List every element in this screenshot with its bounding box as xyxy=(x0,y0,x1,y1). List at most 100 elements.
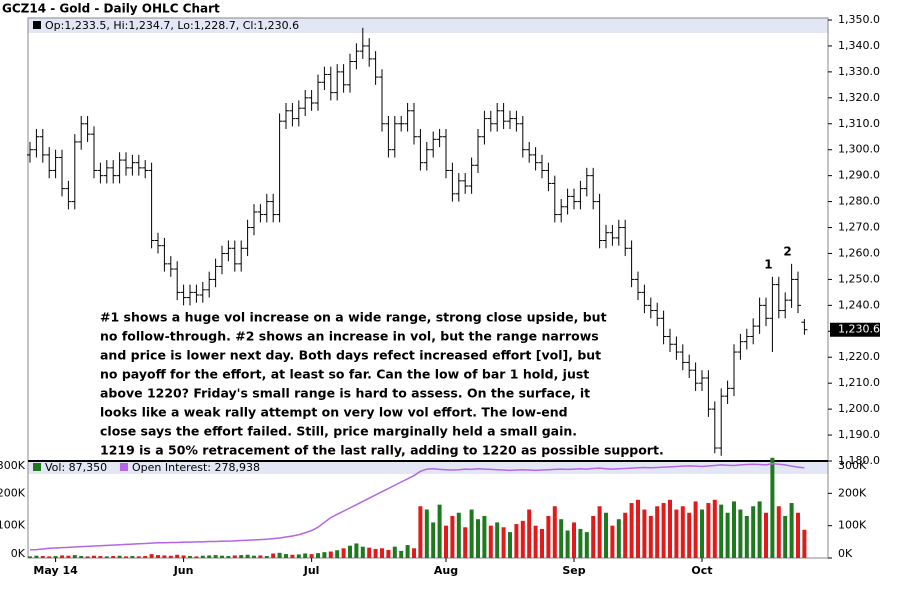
volume-bar xyxy=(92,555,96,558)
y2-tick-label-left: 100K xyxy=(0,519,26,532)
volume-bar xyxy=(552,506,557,558)
y-tick-label: 1,250.0 xyxy=(838,272,880,285)
volume-bar xyxy=(597,506,602,558)
volume-bar xyxy=(508,532,512,558)
volume-bar xyxy=(546,515,551,558)
volume-bar xyxy=(303,553,308,558)
oi-swatch xyxy=(120,463,128,471)
oi-legend: Open Interest: 278,938 xyxy=(132,461,260,474)
volume-bar xyxy=(431,522,436,558)
volume-bar xyxy=(399,550,404,558)
x-tick-label: Jun xyxy=(173,564,194,577)
volume-bar xyxy=(744,515,749,558)
volume-bar xyxy=(162,555,167,558)
vol-legend: Vol: 87,350 xyxy=(45,461,107,474)
volume-bar xyxy=(405,545,410,558)
y-tick-label: 1,330.0 xyxy=(838,65,880,78)
volume-bar xyxy=(623,512,628,558)
volume-bar xyxy=(40,556,45,558)
volume-bar xyxy=(706,503,711,558)
volume-bar xyxy=(380,548,384,558)
volume-bar xyxy=(636,499,640,558)
volume-bar xyxy=(188,556,192,558)
volume-bar xyxy=(751,506,756,558)
volume-bar xyxy=(72,555,77,558)
last-price-label: 1,230.6 xyxy=(838,323,880,336)
y-tick-label: 1,290.0 xyxy=(838,169,880,182)
volume-bar xyxy=(712,499,717,558)
y2-tick-label: 200K xyxy=(838,486,867,499)
volume-bar xyxy=(655,506,660,558)
volume-bar xyxy=(476,519,480,558)
volume-bar xyxy=(258,555,263,558)
y-tick-label: 1,270.0 xyxy=(838,221,880,234)
volume-bar xyxy=(47,556,52,558)
volume-bar xyxy=(360,546,365,558)
volume-bar xyxy=(578,528,583,558)
volume-bar xyxy=(66,555,71,558)
volume-bar xyxy=(572,522,576,558)
volume-bar xyxy=(111,556,116,558)
y2-tick-label: 100K xyxy=(838,519,867,532)
volume-bar xyxy=(34,555,39,558)
x-tick-label: Sep xyxy=(562,564,585,577)
y2-tick-label-left: 200K xyxy=(0,486,26,499)
note-line: no payoff for the effort, at least so fa… xyxy=(100,367,589,382)
volume-bar xyxy=(239,555,244,558)
volume-bar xyxy=(789,503,794,558)
volume-bar xyxy=(136,556,141,558)
volume-bar xyxy=(424,509,429,558)
volume-bar xyxy=(687,512,692,558)
legend: Op:1,233.5, Hi:1,234.7, Lo:1,228.7, Cl:1… xyxy=(45,19,299,32)
y-tick-label: 1,340.0 xyxy=(838,39,880,52)
volume-bar xyxy=(252,555,256,558)
legend-swatch xyxy=(33,21,41,29)
volume-bar xyxy=(28,556,32,558)
volume-bar xyxy=(584,532,589,558)
volume-bar xyxy=(680,506,685,558)
volume-bar xyxy=(200,555,205,558)
volume-bar xyxy=(328,551,333,558)
volume-bar xyxy=(386,549,391,558)
volume-bar xyxy=(220,555,224,558)
volume-bar xyxy=(796,512,800,558)
volume-bar xyxy=(156,555,160,558)
y-tick-label: 1,180.0 xyxy=(838,454,880,467)
volume-bar xyxy=(168,555,173,558)
y-tick-label: 1,190.0 xyxy=(838,428,880,441)
note-line: close says the effort failed. Still, pri… xyxy=(100,424,577,439)
volume-bar xyxy=(482,515,487,558)
volume-bar xyxy=(514,524,519,558)
chart-title: GCZ14 - Gold - Daily OHLC Chart xyxy=(2,2,220,16)
volume-bar xyxy=(520,520,525,558)
annotation: 1 xyxy=(764,257,772,271)
volume-bar xyxy=(348,545,352,558)
note-line: no follow-through. #2 shows an increase … xyxy=(100,329,599,344)
x-tick-label: Aug xyxy=(434,564,458,577)
volume-bar xyxy=(412,548,416,558)
volume-band xyxy=(28,461,828,474)
volume-bar xyxy=(373,548,378,558)
volume-bar xyxy=(335,550,340,558)
volume-bar xyxy=(616,519,621,558)
x-tick-label: Oct xyxy=(691,564,712,577)
volume-bar xyxy=(540,528,544,558)
volume-bar xyxy=(53,556,58,558)
volume-bar xyxy=(732,501,736,558)
x-tick-label: Jul xyxy=(303,564,320,577)
volume-bar xyxy=(316,553,320,558)
y-tick-label: 1,200.0 xyxy=(838,402,880,415)
volume-bar xyxy=(194,556,199,558)
volume-bar xyxy=(610,525,615,558)
volume-bar xyxy=(565,530,570,558)
volume-bar xyxy=(501,527,506,558)
volume-bar xyxy=(437,504,442,558)
y-tick-label: 1,320.0 xyxy=(838,91,880,104)
y-tick-label: 1,220.0 xyxy=(838,350,880,363)
open-interest-line xyxy=(29,462,805,551)
y-tick-label: 1,280.0 xyxy=(838,195,880,208)
volume-bar xyxy=(533,525,538,558)
volume-bar xyxy=(322,552,327,558)
note-line: looks like a weak rally attempt on very … xyxy=(100,405,568,420)
